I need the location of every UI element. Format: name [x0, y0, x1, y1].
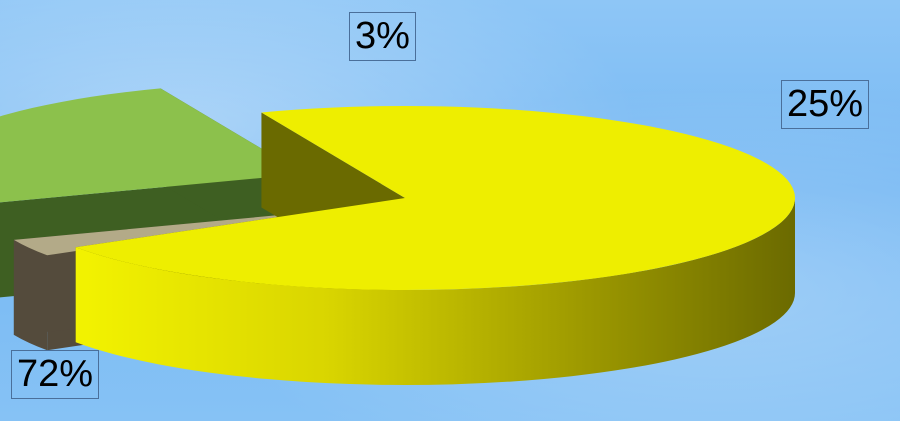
pie-slice-side	[75, 198, 796, 386]
pie-slice-top	[0, 88, 305, 203]
data-label-72pct: 72%	[11, 350, 100, 399]
data-label-3pct: 3%	[349, 12, 416, 61]
data-label-25pct: 25%	[781, 80, 870, 129]
pie-slice-top	[75, 106, 796, 290]
pie-slice-side	[13, 239, 48, 351]
pie-slice-72pct	[75, 106, 796, 386]
